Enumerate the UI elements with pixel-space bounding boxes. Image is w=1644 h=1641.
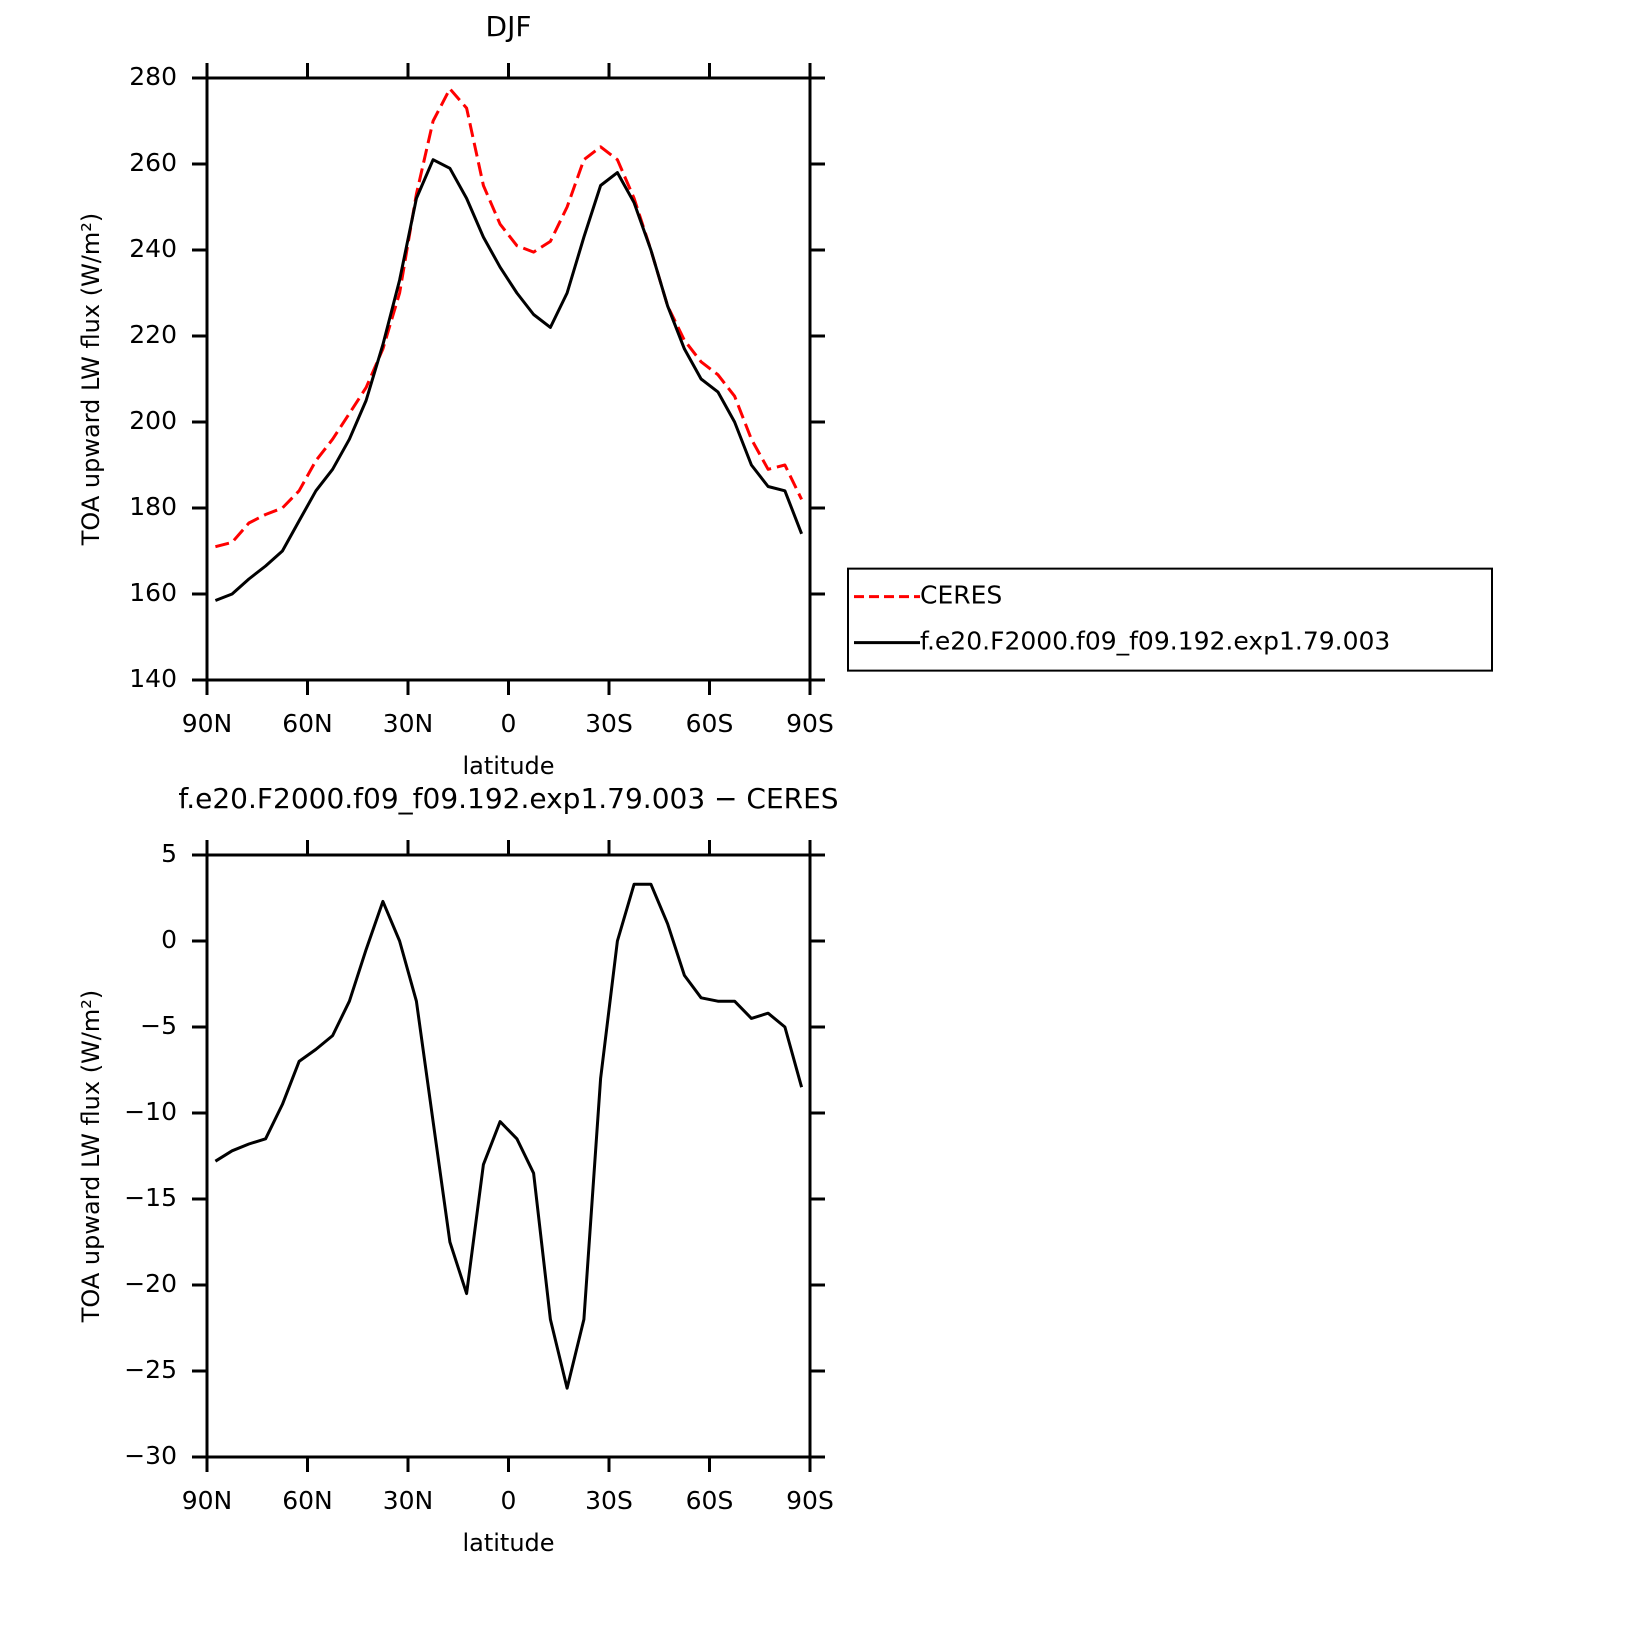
x-tick-label: 60N xyxy=(282,709,333,738)
x-tick-label: 0 xyxy=(501,709,517,738)
y-tick-label: 5 xyxy=(161,839,177,868)
x-tick-label: 90S xyxy=(786,1486,834,1515)
y-tick-label: 140 xyxy=(129,664,177,693)
y-axis-label: TOA upward LW flux (W/m²) xyxy=(77,990,105,1324)
y-axis-label: TOA upward LW flux (W/m²) xyxy=(77,213,105,547)
y-tick-label: 240 xyxy=(129,234,177,263)
x-tick-label: 30N xyxy=(383,1486,434,1515)
y-tick-label: 220 xyxy=(129,320,177,349)
y-tick-label: 160 xyxy=(129,578,177,607)
x-tick-label: 0 xyxy=(501,1486,517,1515)
chart-title: DJF xyxy=(486,10,532,43)
x-tick-label: 60S xyxy=(686,1486,734,1515)
x-axis-label: latitude xyxy=(462,1529,554,1557)
x-tick-label: 90N xyxy=(182,1486,233,1515)
x-tick-label: 60S xyxy=(686,709,734,738)
y-tick-label: −20 xyxy=(124,1269,177,1298)
plot-frame xyxy=(205,853,812,1459)
x-tick-label: 90S xyxy=(786,709,834,738)
x-tick-label: 30S xyxy=(585,709,633,738)
data-line xyxy=(214,158,803,602)
legend-label: CERES xyxy=(920,581,1002,610)
legend-box xyxy=(847,567,1493,672)
y-tick-label: 200 xyxy=(129,406,177,435)
x-tick-label: 60N xyxy=(282,1486,333,1515)
y-tick-label: 180 xyxy=(129,492,177,521)
y-tick-label: 0 xyxy=(161,925,177,954)
y-tick-label: −5 xyxy=(140,1011,177,1040)
y-tick-label: −10 xyxy=(124,1097,177,1126)
y-tick-label: −25 xyxy=(124,1355,177,1384)
x-tick-label: 90N xyxy=(182,709,233,738)
y-tick-label: 280 xyxy=(129,62,177,91)
y-tick-label: 260 xyxy=(129,148,177,177)
x-tick-label: 30N xyxy=(383,709,434,738)
chart-title: f.e20.F2000.f09_f09.192.exp1.79.003 − CE… xyxy=(178,782,838,815)
data-line xyxy=(215,87,803,549)
y-tick-label: −15 xyxy=(124,1183,177,1212)
legend-label: f.e20.F2000.f09_f09.192.exp1.79.003 xyxy=(920,627,1390,656)
x-tick-label: 30S xyxy=(585,1486,633,1515)
x-axis-label: latitude xyxy=(462,752,554,780)
y-tick-label: −30 xyxy=(124,1441,177,1470)
data-line xyxy=(214,882,804,1390)
